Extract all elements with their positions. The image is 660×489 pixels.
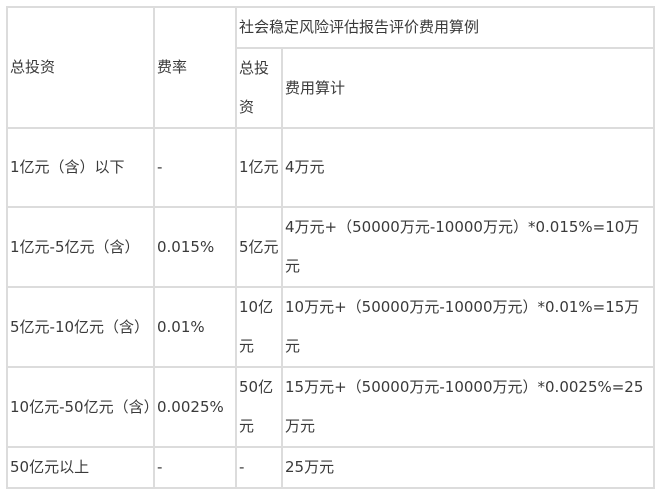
table-row: 50亿元以上 - - 25万元: [6, 446, 655, 489]
cell-example: 10亿元: [235, 286, 283, 368]
cell-example: -: [235, 446, 283, 489]
cell-rate: 0.015%: [153, 206, 237, 288]
cell-example: 50亿元: [235, 366, 283, 448]
cell-example: 1亿元: [235, 127, 283, 208]
header-sub-investment: 总投资: [235, 47, 283, 129]
cell-investment: 50亿元以上: [6, 446, 155, 489]
table-row: 10亿元-50亿元（含） 0.0025% 50亿元 15万元+（50000万元-…: [6, 366, 655, 448]
table-row: 1亿元-5亿元（含） 0.015% 5亿元 4万元+（50000万元-10000…: [6, 206, 655, 288]
cell-calc: 4万元: [281, 127, 655, 208]
header-group-title: 社会稳定风险评估报告评价费用算例: [235, 6, 655, 49]
cell-investment: 1亿元-5亿元（含）: [6, 206, 155, 288]
cell-rate: -: [153, 446, 237, 489]
cell-investment: 1亿元（含）以下: [6, 127, 155, 208]
header-sub-calc: 费用算计: [281, 47, 655, 129]
cell-investment: 10亿元-50亿元（含）: [6, 366, 159, 448]
table-row: 1亿元（含）以下 - 1亿元 4万元: [6, 127, 655, 208]
cell-calc: 15万元+（50000万元-10000万元）*0.0025%=25万元: [281, 366, 655, 448]
cell-calc: 10万元+（50000万元-10000万元）*0.01%=15万元: [281, 286, 655, 368]
cell-investment: 5亿元-10亿元（含）: [6, 286, 155, 368]
table-row: 5亿元-10亿元（含） 0.01% 10亿元 10万元+（50000万元-100…: [6, 286, 655, 368]
cell-example: 5亿元: [235, 206, 283, 288]
cell-rate: 0.0025%: [153, 366, 237, 448]
cell-rate: -: [153, 127, 237, 208]
fee-table: 总投资 费率 社会稳定风险评估报告评价费用算例 总投资 费用算计 1亿元（含）以…: [6, 6, 655, 489]
header-rate: 费率: [153, 6, 237, 129]
cell-calc: 25万元: [281, 446, 655, 489]
cell-calc: 4万元+（50000万元-10000万元）*0.015%=10万元: [281, 206, 655, 288]
header-total-investment: 总投资: [6, 6, 155, 129]
cell-rate: 0.01%: [153, 286, 237, 368]
